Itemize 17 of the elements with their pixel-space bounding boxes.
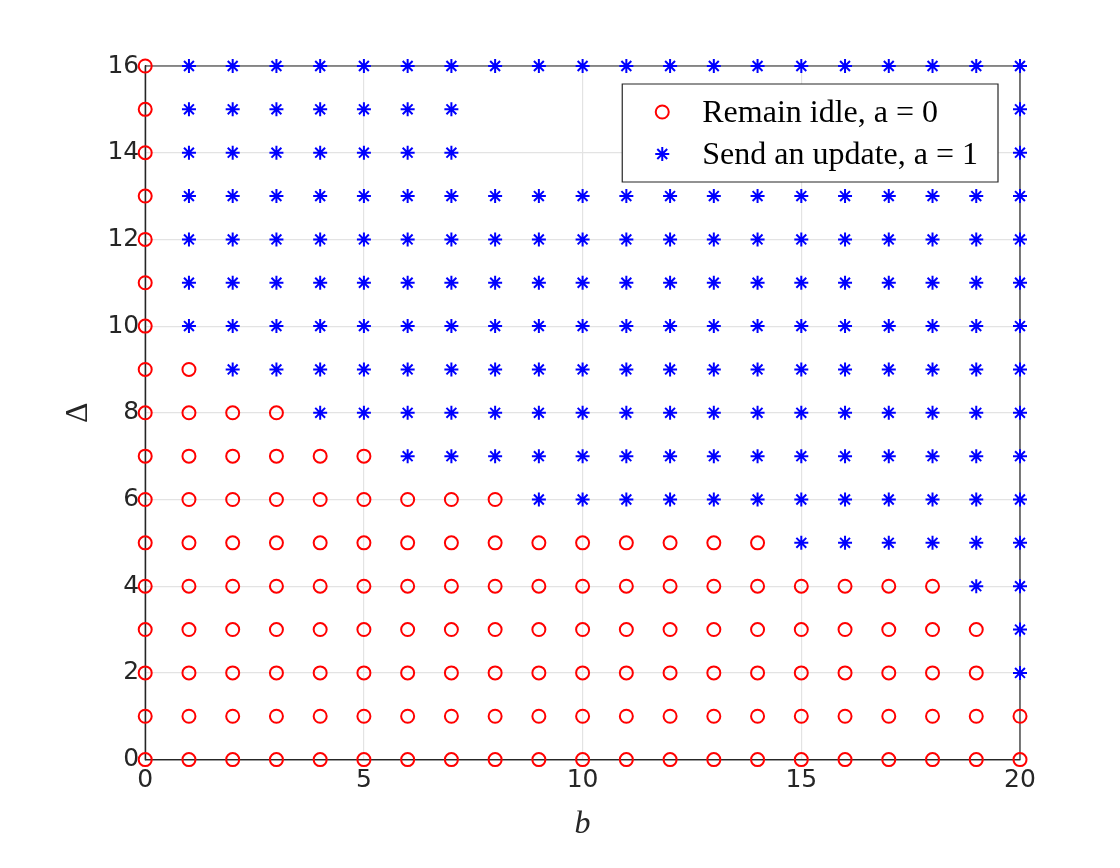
y-tick-label: 14 (107, 136, 140, 166)
x-tick-label: 15 (785, 764, 818, 794)
y-tick-label: 16 (107, 49, 140, 79)
legend-label: Remain idle, a = 0 (702, 93, 939, 130)
y-tick-label: 6 (123, 483, 140, 512)
y-axis-title: Δ (57, 402, 94, 424)
x-axis-title: b (574, 804, 591, 841)
y-tick-label: 12 (107, 222, 140, 252)
y-tick-label: 10 (107, 309, 140, 339)
y-tick-label: 8 (123, 396, 140, 426)
x-tick-label: 5 (355, 764, 372, 794)
x-tick-label: 20 (1004, 764, 1036, 794)
x-tick-label: 10 (566, 764, 599, 794)
y-tick-label: 0 (123, 743, 140, 773)
y-tick-label: 4 (123, 569, 140, 599)
legend-label: Send an update, a = 1 (702, 135, 978, 172)
y-tick-label: 2 (123, 656, 140, 686)
